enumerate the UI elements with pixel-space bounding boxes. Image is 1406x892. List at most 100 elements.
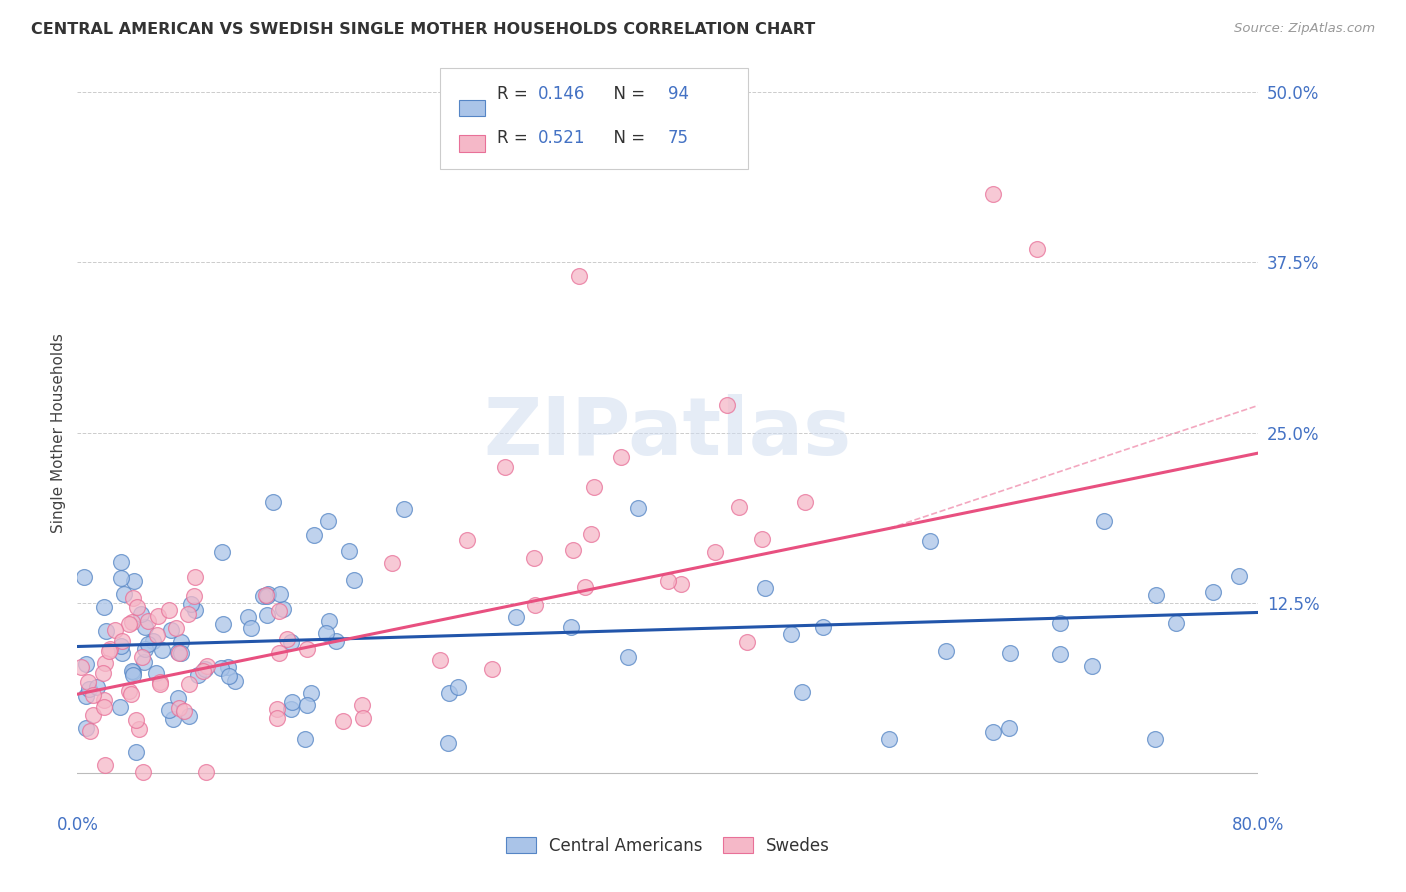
Point — [583, 480, 606, 494]
Point — [266, 711, 288, 725]
Point — [86, 680, 108, 694]
Point — [337, 544, 360, 558]
Text: 0.146: 0.146 — [538, 85, 585, 103]
Point — [91, 666, 114, 681]
Point — [93, 758, 115, 772]
Point — [148, 609, 170, 624]
Point — [167, 645, 190, 659]
Point — [1144, 588, 1167, 602]
Point — [94, 656, 117, 670]
Point — [111, 633, 134, 648]
Point — [177, 709, 200, 723]
Point — [165, 621, 187, 635]
Point — [145, 627, 167, 641]
Point — [686, 85, 709, 99]
Point — [145, 665, 167, 680]
Point — [110, 699, 132, 714]
Point — [104, 623, 127, 637]
Point — [177, 677, 200, 691]
Text: N =: N = — [603, 129, 650, 147]
Point — [120, 687, 142, 701]
Point — [266, 702, 288, 716]
Text: CENTRAL AMERICAN VS SWEDISH SINGLE MOTHER HOUSEHOLDS CORRELATION CHART: CENTRAL AMERICAN VS SWEDISH SINGLE MOTHE… — [31, 22, 815, 37]
Point — [238, 609, 260, 624]
Point — [121, 615, 143, 629]
Point — [110, 571, 132, 585]
Point — [142, 634, 165, 648]
Point — [82, 688, 104, 702]
Point — [183, 603, 205, 617]
Point — [568, 268, 591, 283]
Point — [252, 589, 274, 603]
Text: ZIPatlas: ZIPatlas — [484, 393, 852, 472]
Point — [118, 617, 141, 632]
Point — [560, 620, 582, 634]
Text: 94: 94 — [668, 85, 689, 103]
Point — [194, 764, 217, 779]
Point — [125, 745, 148, 759]
Point — [122, 574, 145, 588]
Point — [269, 587, 291, 601]
Point — [257, 587, 280, 601]
Point — [394, 502, 416, 516]
Point — [561, 543, 583, 558]
Point — [193, 664, 215, 678]
Point — [110, 639, 132, 653]
Point — [111, 646, 134, 660]
Point — [318, 514, 340, 528]
Point — [280, 695, 302, 709]
Point — [70, 659, 93, 673]
Text: R =: R = — [496, 85, 533, 103]
Point — [657, 574, 679, 589]
Point — [93, 693, 115, 707]
Point — [77, 675, 100, 690]
Point — [1049, 615, 1071, 630]
Point — [1227, 568, 1250, 582]
Text: R =: R = — [496, 129, 533, 147]
Point — [381, 556, 404, 570]
Point — [256, 590, 278, 604]
Point — [195, 659, 218, 673]
Point — [110, 556, 132, 570]
Point — [194, 662, 217, 676]
Point — [1144, 732, 1167, 747]
Point — [1049, 647, 1071, 661]
Point — [1092, 514, 1115, 528]
Point — [159, 623, 181, 637]
Point — [149, 675, 172, 690]
Point — [162, 713, 184, 727]
Point — [118, 684, 141, 698]
Point — [93, 599, 115, 614]
Point — [122, 665, 145, 679]
Point — [240, 621, 263, 635]
Point — [1081, 659, 1104, 673]
Point — [1164, 616, 1187, 631]
Point — [318, 615, 340, 629]
Point — [879, 732, 901, 747]
Point — [82, 707, 104, 722]
Point — [727, 500, 749, 514]
Point — [79, 724, 101, 739]
Point — [523, 598, 546, 612]
Point — [352, 711, 374, 725]
Point — [157, 602, 180, 616]
Point — [998, 646, 1021, 660]
Point — [166, 691, 188, 706]
Point — [121, 668, 143, 682]
Point — [256, 608, 278, 623]
Point — [505, 610, 527, 624]
Point — [315, 626, 337, 640]
Point — [129, 607, 152, 621]
FancyBboxPatch shape — [458, 136, 485, 152]
Point — [180, 597, 202, 611]
Point — [262, 495, 284, 509]
Text: 0.521: 0.521 — [538, 129, 585, 147]
Point — [177, 607, 200, 621]
Point — [170, 635, 193, 649]
Point — [75, 721, 97, 735]
Point — [112, 586, 135, 600]
Point — [280, 635, 302, 649]
Point — [794, 495, 817, 509]
Point — [131, 650, 153, 665]
Point — [297, 698, 319, 712]
